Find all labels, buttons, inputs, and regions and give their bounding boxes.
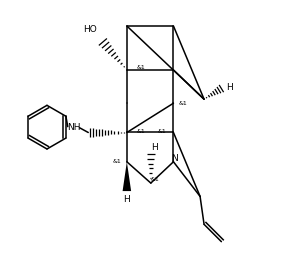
Text: N: N (171, 154, 178, 163)
Text: NH: NH (67, 123, 80, 132)
Text: &1: &1 (112, 159, 121, 164)
Text: H: H (151, 143, 158, 152)
Text: &1: &1 (136, 65, 145, 70)
Text: H: H (226, 83, 233, 92)
Text: &1: &1 (136, 129, 145, 134)
Text: &1: &1 (157, 129, 166, 134)
Text: &1: &1 (179, 101, 188, 106)
Text: H: H (123, 195, 130, 204)
Text: HO: HO (83, 25, 97, 34)
Text: &1: &1 (151, 177, 160, 182)
Polygon shape (123, 162, 131, 191)
